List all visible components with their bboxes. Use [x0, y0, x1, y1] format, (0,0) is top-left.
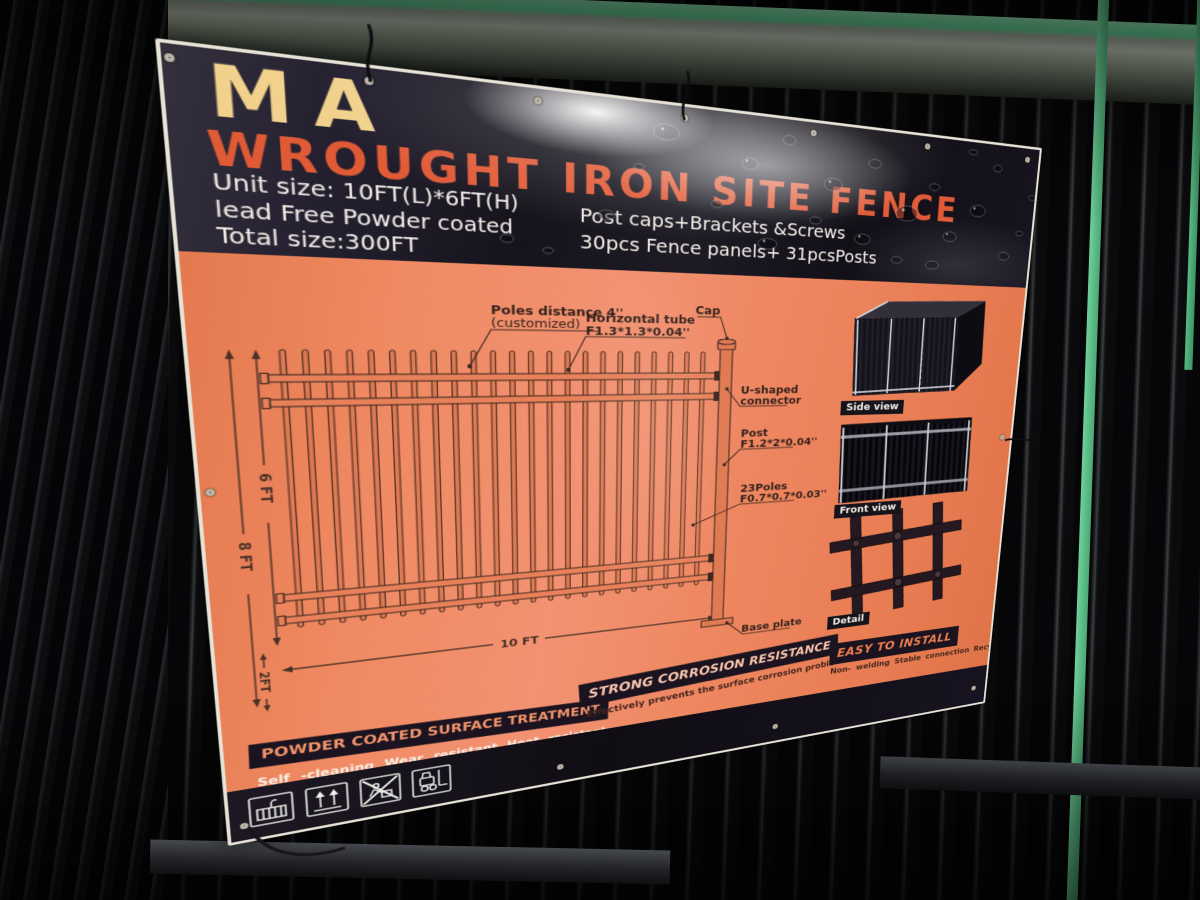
- wire-right: [997, 429, 1044, 455]
- dim-panel-height: 6 FT: [255, 473, 276, 504]
- front-view-label: Front view: [833, 500, 902, 519]
- label-post: Post: [741, 427, 769, 440]
- side-view-photo: [852, 301, 985, 396]
- callout-dots: [467, 336, 729, 625]
- callout-leaders: [468, 312, 806, 670]
- label-horizontal-tube: Horizontal tube: [586, 311, 696, 327]
- front-view-photo: [838, 417, 972, 503]
- feature-easy-install-title: EASY TO INSTALL: [829, 625, 959, 666]
- detail-photo: [829, 499, 961, 622]
- label-post-spec: F1.2*2*0.04'': [740, 435, 818, 450]
- label-cap: Cap: [695, 304, 720, 318]
- label-base-plate: Base plate: [741, 616, 802, 635]
- label-23poles: 23Poles: [740, 480, 788, 495]
- label-poles-distance-note: (customized): [491, 315, 581, 331]
- label-poles-distance: Poles distance 4'': [491, 303, 624, 320]
- callout-labels: Poles distance 4'' (customized) Horizont…: [491, 303, 828, 635]
- dim-panel-width: 10 FT: [500, 634, 539, 651]
- side-view-label: Side view: [840, 399, 905, 416]
- dim-total-height: 8 FT: [234, 541, 255, 572]
- detail-label: Detail: [826, 611, 870, 630]
- dimension-lines: [229, 358, 719, 708]
- label-u-shaped: U-shaped: [740, 383, 798, 396]
- banner-body: 6 FT 8 FT 2FT 10 FT: [178, 251, 1026, 793]
- label-horizontal-tube-spec: F1.3*1.3*0.04'': [586, 324, 690, 339]
- fence-drawing: [257, 334, 744, 681]
- forklift-icon: [412, 765, 450, 797]
- dimension-arrowheads: [224, 349, 716, 713]
- label-23poles-spec: F0.7*0.7*0.03'': [740, 488, 827, 506]
- dim-buried-depth: 2FT: [256, 671, 274, 694]
- label-u-shaped-2: connector: [740, 394, 802, 408]
- product-banner: MA WROUGHT IRON SITE FENCE Unit size: 10…: [155, 38, 1042, 846]
